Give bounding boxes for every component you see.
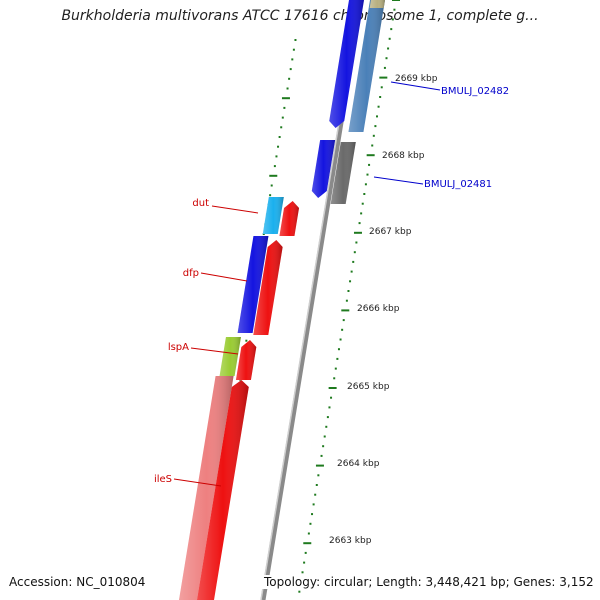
gene-features[interactable]: [179, 0, 385, 600]
kbp-label-2666: 2666 kbp: [357, 304, 400, 314]
kbp-label-2668: 2668 kbp: [382, 151, 425, 161]
gene-bmulj-02481-shading: [311, 140, 336, 198]
label-leaders: [173, 81, 441, 487]
kbp-label-2663: 2663 kbp: [329, 536, 372, 546]
gene-label-lspA[interactable]: lspA: [168, 342, 189, 353]
gene-dfp-red-shading: [253, 240, 283, 335]
gene-lspA-shading: [219, 337, 241, 376]
gene-dut-red-shading: [279, 201, 300, 236]
gene-ileS-red-shading: [197, 380, 249, 600]
gene-gray-cds-shading: [330, 142, 356, 204]
gene-label-bmulj-02482[interactable]: BMULJ_02482: [441, 86, 509, 97]
gene-dut-shading: [262, 197, 284, 234]
accession-text: Accession: NC_010804: [9, 575, 146, 589]
gene-labels[interactable]: dut dfp lspA ileS BMULJ_02482 BMULJ_0248…: [154, 86, 509, 485]
map-title: Burkholderia multivorans ATCC 17616 chro…: [61, 8, 539, 24]
gene-label-dut[interactable]: dut: [192, 198, 209, 209]
gene-bmulj-02482-shading: [329, 0, 364, 128]
kbp-label-2665: 2665 kbp: [347, 382, 390, 392]
gene-bmulj-02482-outer-shading: [348, 0, 385, 132]
gene-label-dfp[interactable]: dfp: [183, 268, 199, 279]
gene-lspA-red-shading: [235, 340, 257, 380]
gene-label-bmulj-02481[interactable]: BMULJ_02481: [424, 179, 492, 190]
kbp-label-2664: 2664 kbp: [337, 459, 380, 469]
kbp-label-2669: 2669 kbp: [395, 74, 438, 84]
kbp-label-2667: 2667 kbp: [369, 227, 412, 237]
genome-stats: Topology: circular; Length: 3,448,421 bp…: [262, 575, 596, 589]
kbp-scale: 2669 kbp 2668 kbp 2667 kbp 2666 kbp 2665…: [329, 74, 438, 546]
gene-dfp-shading: [237, 236, 269, 333]
gene-olive-top-shading: [369, 0, 385, 8]
tick-marks: [204, 0, 400, 594]
gene-label-ileS[interactable]: ileS: [154, 474, 172, 485]
gene-ileS-shading: [179, 376, 234, 600]
